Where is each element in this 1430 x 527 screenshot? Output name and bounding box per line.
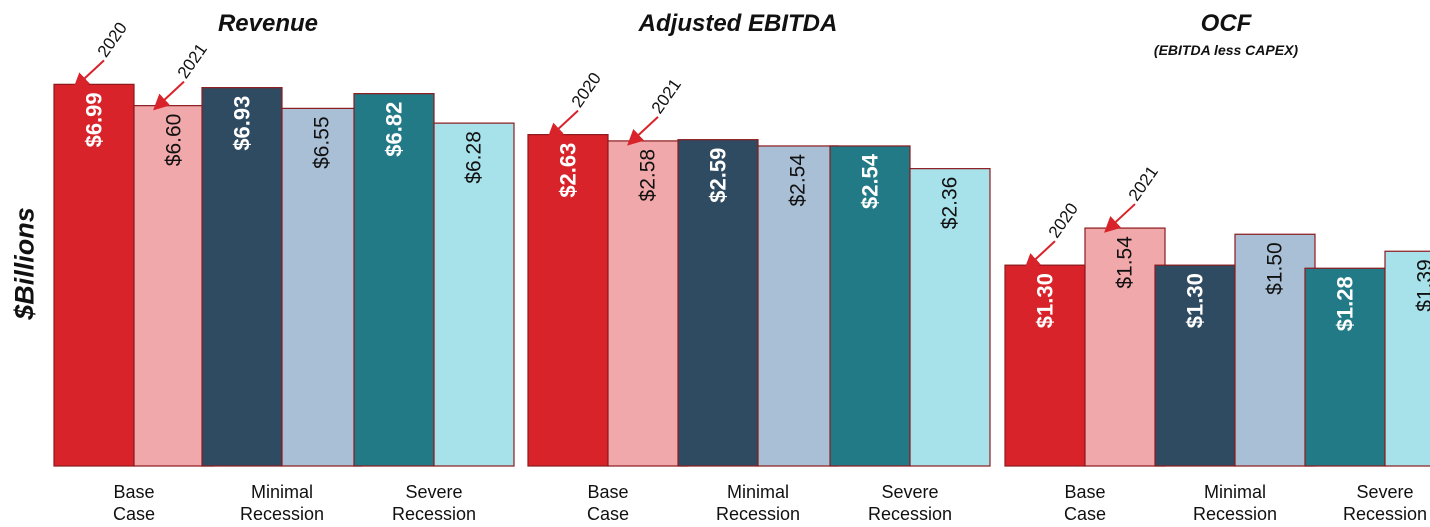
bar-2021	[1084, 227, 1166, 467]
category-label-line: Severe	[881, 482, 938, 502]
year-arrow	[153, 80, 185, 111]
category-label-line: Severe	[405, 482, 462, 502]
bar-2020	[53, 83, 135, 467]
data-label: $1.28	[1333, 276, 1358, 331]
year-arrow	[73, 59, 105, 90]
year-annotation: 2020	[94, 19, 131, 61]
category-label: Base Case	[113, 482, 155, 524]
bar-2021	[1384, 250, 1430, 467]
bar-2020	[201, 87, 283, 467]
year-annotation: 2021	[648, 75, 685, 117]
panel-subtitle: (EBITDA less CAPEX)	[1154, 42, 1299, 58]
category-label-line: Recession	[392, 504, 476, 524]
data-label: $2.63	[556, 143, 581, 198]
data-label: $2.58	[637, 149, 660, 202]
category-label-line: Case	[587, 504, 629, 524]
bar-2021	[433, 122, 515, 467]
category-label-line: Base	[587, 482, 628, 502]
category-label-line: Minimal	[251, 482, 313, 502]
bar-2020	[677, 139, 759, 467]
data-label: $2.54	[858, 153, 883, 209]
bar-2021	[1234, 233, 1316, 467]
panel-title: Adjusted EBITDA	[638, 10, 838, 37]
bar-2021	[909, 168, 991, 467]
bar-2021	[281, 107, 363, 467]
bar-2021	[757, 145, 839, 467]
data-label: $1.39	[1414, 259, 1430, 312]
data-label: $6.55	[311, 116, 334, 169]
category-label: Minimal Recession	[1193, 482, 1277, 524]
bar-2020	[1304, 267, 1386, 467]
category-label: Base Case	[587, 482, 629, 524]
category-label-line: Recession	[868, 504, 952, 524]
category-label: Severe Recession	[868, 482, 952, 524]
category-label-line: Recession	[1193, 504, 1277, 524]
bar-2020	[353, 93, 435, 467]
year-arrow	[627, 116, 659, 146]
bar-2020	[1154, 264, 1236, 467]
data-label: $1.30	[1033, 273, 1058, 328]
category-label: Severe Recession	[392, 482, 476, 524]
category-label-line: Minimal	[1204, 482, 1266, 502]
year-arrow	[547, 109, 579, 140]
category-label-line: Base	[113, 482, 154, 502]
data-label: $6.28	[463, 131, 486, 184]
category-label: Severe Recession	[1343, 482, 1427, 524]
category-label: Minimal Recession	[240, 482, 324, 524]
category-label-line: Severe	[1356, 482, 1413, 502]
bar-2021	[133, 105, 215, 467]
year-annotation: 2020	[1045, 200, 1082, 242]
data-label: $2.59	[706, 148, 731, 203]
data-label: $2.36	[939, 177, 962, 230]
year-arrow	[1104, 203, 1136, 233]
data-label: $1.54	[1114, 236, 1137, 289]
category-label: Minimal Recession	[716, 482, 800, 524]
data-label: $1.30	[1183, 273, 1208, 328]
panel-title: OCF	[1201, 10, 1253, 37]
year-annotation: 2021	[174, 40, 211, 82]
year-arrow	[1024, 240, 1056, 270]
category-label-line: Base	[1064, 482, 1105, 502]
year-annotation: 2020	[568, 69, 605, 111]
year-annotation: 2021	[1125, 162, 1162, 204]
data-label: $6.60	[163, 114, 186, 167]
category-label-line: Recession	[240, 504, 324, 524]
bar-2020	[1004, 264, 1086, 467]
category-label-line: Minimal	[727, 482, 789, 502]
category-label-line: Case	[113, 504, 155, 524]
data-label: $1.50	[1264, 242, 1287, 295]
category-label-line: Recession	[1343, 504, 1427, 524]
data-label: $2.54	[787, 154, 810, 207]
bar-2020	[527, 134, 609, 467]
panel-title: Revenue	[218, 10, 318, 37]
data-label: $6.99	[82, 92, 107, 147]
data-label: $6.93	[230, 96, 255, 151]
category-label-line: Recession	[716, 504, 800, 524]
category-label: Base Case	[1064, 482, 1106, 524]
category-label-line: Case	[1064, 504, 1106, 524]
data-label: $6.82	[382, 102, 407, 157]
bar-2021	[607, 140, 689, 467]
